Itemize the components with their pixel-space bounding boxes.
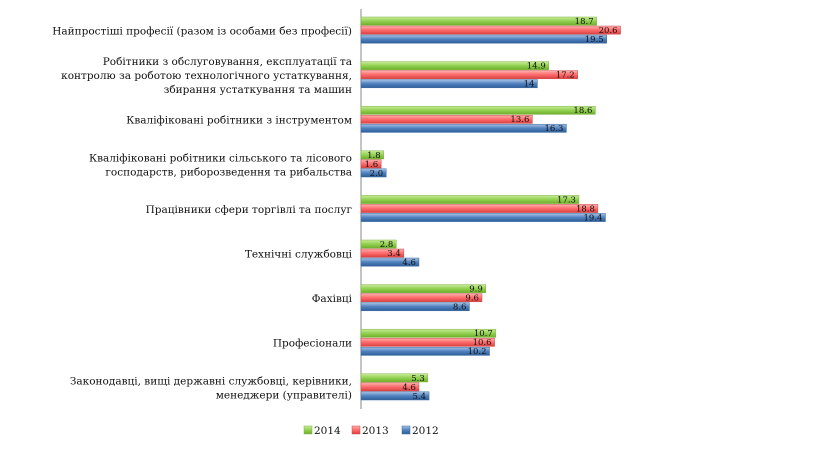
bar-2014-6 (360, 284, 486, 294)
bar-2012-2 (360, 123, 567, 133)
bar-2012-4 (360, 213, 606, 222)
data-label-2014-2: 18.6 (573, 106, 592, 116)
data-label-2012-2: 16.3 (544, 124, 563, 134)
category-label-1-0: Робітники з обслуговування, експлуатації… (103, 56, 352, 68)
bar-2012-0 (360, 34, 607, 44)
bar-2013-5 (360, 248, 405, 258)
bar-2013-4 (360, 204, 599, 213)
data-label-2013-6: 9.6 (465, 294, 479, 304)
legend-label-2012: 2012 (412, 425, 439, 437)
data-label-2012-6: 8.6 (453, 303, 467, 313)
bar-2013-3 (360, 159, 382, 169)
category-label-3-0: Кваліфіковані робітники сільського та лі… (89, 152, 352, 164)
data-label-2014-3: 1.8 (367, 151, 381, 161)
bar-2013-0 (360, 25, 621, 35)
bar-2012-5 (360, 257, 420, 267)
data-label-2012-1: 14 (524, 80, 535, 90)
data-label-2014-5: 2.8 (380, 240, 394, 250)
category-label-1-2: збирання устаткування та машин (164, 84, 352, 96)
data-label-2013-5: 3.4 (387, 249, 401, 259)
data-label-2013-1: 17.2 (556, 71, 575, 81)
category-label-7-0: Професіонали (273, 338, 352, 350)
bar-2012-8 (360, 391, 430, 401)
data-label-2012-3: 2.0 (370, 169, 384, 179)
data-label-2014-6: 9.9 (469, 285, 483, 295)
category-label-6-0: Фахівці (312, 293, 353, 305)
bar-2013-2 (360, 114, 533, 124)
data-label-2012-8: 5.4 (413, 392, 427, 402)
bar-2012-1 (360, 79, 538, 89)
data-label-2014-4: 17.3 (557, 195, 576, 205)
bar-2013-1 (360, 70, 578, 80)
data-label-2013-4: 18.8 (576, 204, 595, 214)
category-label-0-0: Найпростіші професії (разом із особами б… (52, 26, 352, 38)
category-label-3-1: господарств, риборозведення та рибальств… (105, 166, 352, 178)
bars-group: 18.7 20.619.5 14.9 17.2 14 18.6 13.6 16.3 1.81.6… (360, 16, 621, 402)
category-label-1-1: контролю за роботою технологічного устат… (61, 70, 352, 82)
data-label-2012-7: 10.2 (468, 347, 487, 357)
data-label-2013-8: 4.6 (402, 383, 416, 393)
bar-2014-8 (360, 373, 429, 383)
bar-2014-7 (360, 328, 497, 338)
bar-2014-4 (360, 195, 580, 204)
legend-label-2014: 2014 (314, 425, 341, 437)
bar-2014-5 (360, 239, 397, 249)
legend-swatch-2014 (303, 425, 313, 435)
bar-2012-6 (360, 302, 470, 312)
category-label-2-0: Кваліфіковані робітники з інструментом (126, 115, 352, 127)
category-label-5-0: Технічні службовці (245, 249, 353, 261)
bar-2013-7 (360, 337, 495, 347)
category-label-4-0: Працівники сфери торгівлі та послуг (146, 204, 353, 216)
legend-swatch-2013 (351, 425, 361, 435)
legend-label-2013: 2013 (362, 425, 389, 437)
bar-2012-7 (360, 346, 490, 356)
data-label-2012-4: 19.4 (584, 213, 603, 223)
data-label-2012-0: 19.5 (585, 35, 604, 45)
bar-2014-2 (360, 105, 596, 115)
data-label-2014-7: 10.7 (474, 329, 493, 339)
category-label-8-0: Законодавці, вищі державні службовці, ке… (70, 375, 352, 387)
category-label-8-1: менеджери (управителі) (216, 389, 352, 401)
category-labels: Найпростіші професії (разом із особами б… (52, 26, 352, 402)
data-label-2013-7: 10.6 (473, 338, 492, 348)
data-label-2014-1: 14.9 (527, 62, 546, 72)
bar-2014-3 (360, 150, 384, 160)
legend: 2014 2013 2012 (303, 425, 439, 437)
bar-2013-6 (360, 293, 483, 303)
data-label-2013-0: 20.6 (599, 26, 618, 36)
data-label-2012-5: 4.6 (402, 258, 416, 268)
bar-2012-3 (360, 168, 387, 178)
data-label-2013-3: 1.6 (365, 160, 379, 170)
bar-2014-1 (360, 61, 549, 71)
data-label-2013-2: 13.6 (510, 115, 529, 125)
data-label-2014-8: 5.3 (411, 374, 425, 384)
bar-2013-8 (360, 382, 420, 392)
bar-2014-0 (360, 16, 597, 26)
data-label-2014-0: 18.7 (575, 17, 594, 27)
legend-swatch-2012 (401, 425, 411, 435)
